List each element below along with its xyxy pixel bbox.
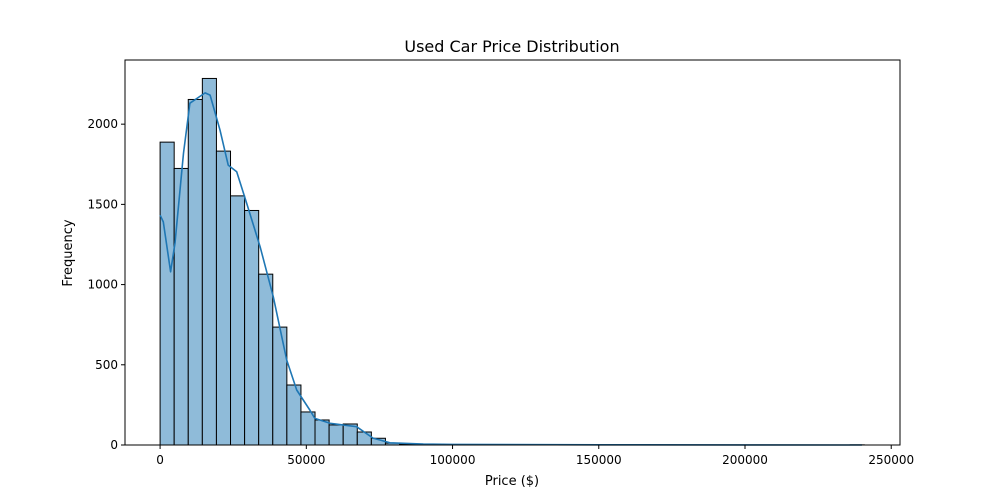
histogram-bar: [245, 210, 259, 445]
histogram-bar: [315, 420, 329, 445]
x-tick-label: 0: [156, 453, 164, 467]
histogram-bar: [273, 327, 287, 445]
histogram-bar: [160, 142, 174, 445]
y-tick-label: 1000: [87, 278, 118, 292]
histogram-bar: [188, 99, 202, 445]
x-tick-label: 150000: [576, 453, 622, 467]
y-axis-label: Frequency: [61, 219, 76, 286]
x-tick-label: 200000: [722, 453, 768, 467]
histogram-bar: [174, 168, 188, 445]
y-tick-label: 2000: [87, 117, 118, 131]
histogram-bar: [357, 432, 371, 445]
histogram-bar: [231, 196, 245, 445]
x-tick-label: 50000: [287, 453, 325, 467]
histogram-bar: [216, 151, 230, 445]
y-tick-label: 1500: [87, 197, 118, 211]
x-tick-label: 250000: [868, 453, 914, 467]
chart-title: Used Car Price Distribution: [404, 37, 619, 56]
y-tick-label: 0: [110, 438, 118, 452]
y-tick-label: 500: [95, 358, 118, 372]
histogram-bar: [202, 78, 216, 445]
histogram-bar: [259, 274, 273, 445]
x-axis-label: Price ($): [485, 474, 539, 489]
histogram-bar: [301, 412, 315, 445]
histogram-bar: [329, 425, 343, 445]
x-tick-label: 100000: [430, 453, 476, 467]
